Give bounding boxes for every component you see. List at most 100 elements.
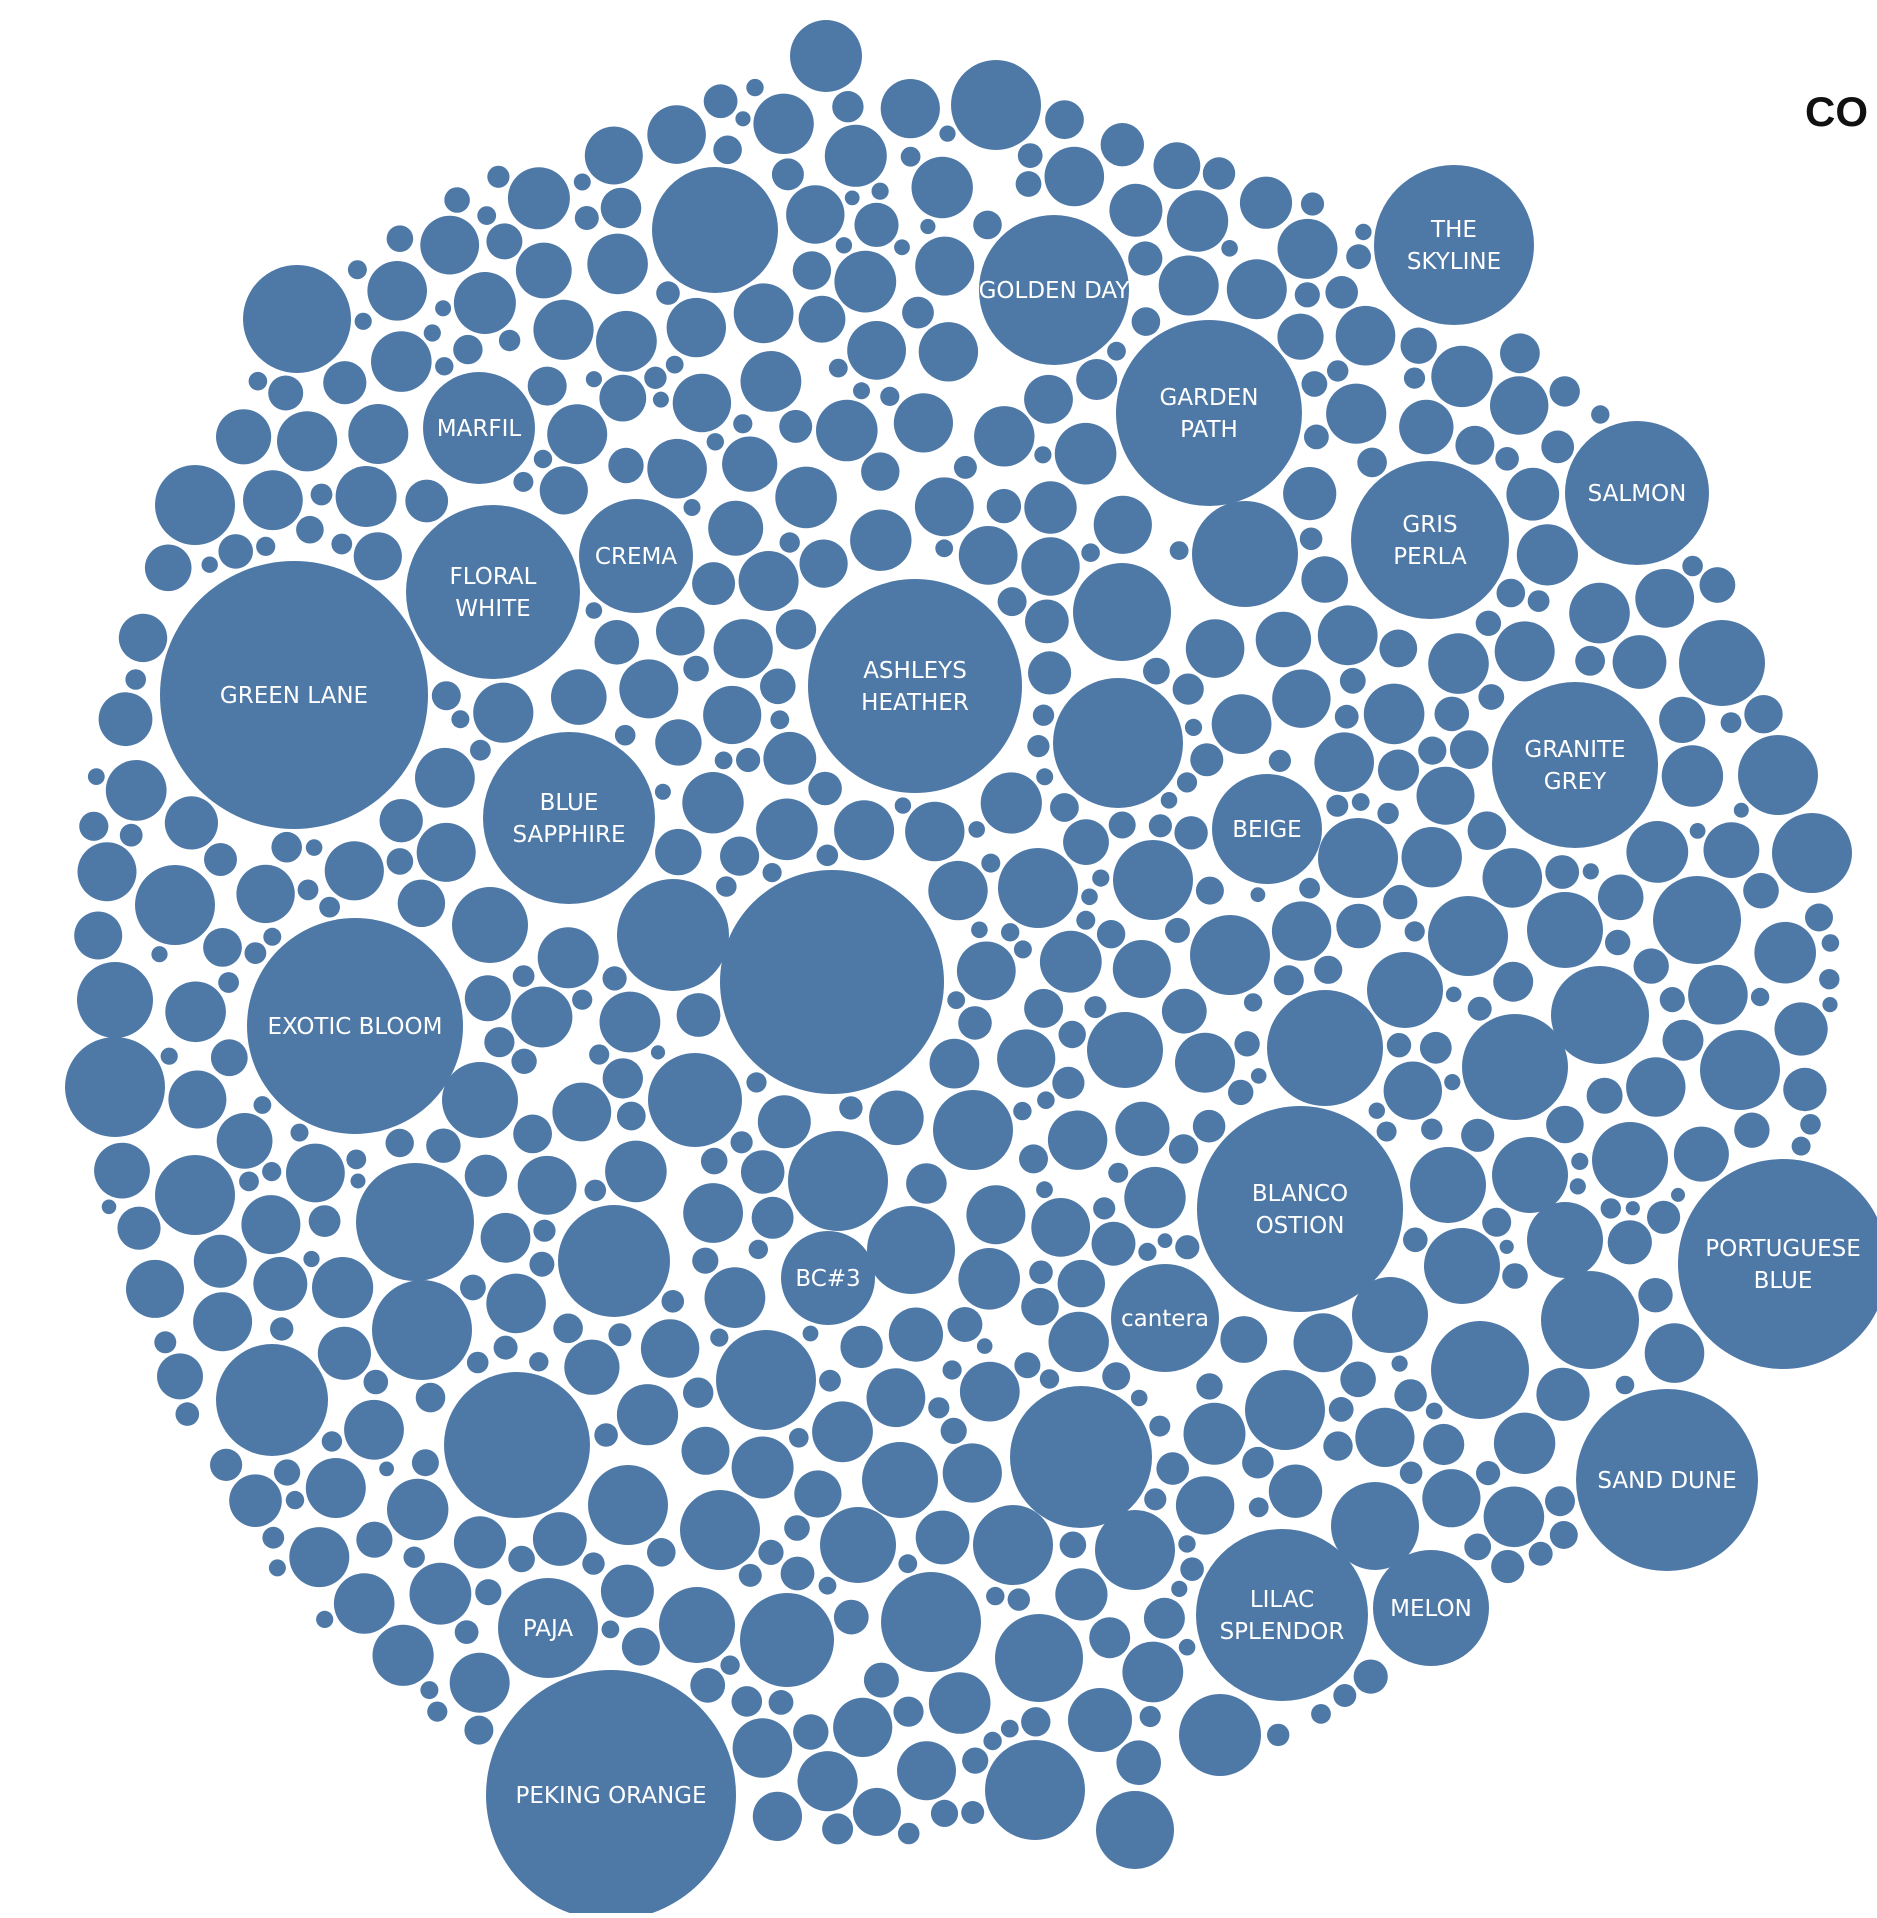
bubble-unlabeled bbox=[1113, 840, 1193, 920]
bubble-unlabeled bbox=[1239, 176, 1293, 229]
bubble-unlabeled bbox=[1058, 1020, 1086, 1049]
bubble-unlabeled bbox=[1183, 1402, 1246, 1465]
bubble-unlabeled bbox=[1156, 1452, 1189, 1485]
bubble-unlabeled bbox=[1527, 892, 1603, 968]
bubble-unlabeled bbox=[1445, 986, 1462, 1003]
bubble-unlabeled bbox=[333, 1573, 395, 1634]
bubble-unlabeled bbox=[656, 606, 705, 656]
bubble-label-exotic-bloom: EXOTIC BLOOM bbox=[268, 1014, 443, 1040]
bubble-unlabeled bbox=[1100, 123, 1145, 167]
bubble-unlabeled bbox=[816, 399, 878, 462]
bubble-unlabeled bbox=[1527, 1202, 1603, 1278]
bubble-unlabeled bbox=[1461, 1118, 1495, 1152]
bubble-beige bbox=[1212, 774, 1322, 884]
bubble-unlabeled bbox=[794, 1470, 842, 1518]
bubble-unlabeled bbox=[780, 1556, 815, 1591]
bubble-unlabeled bbox=[297, 879, 319, 901]
bubble-unlabeled bbox=[915, 236, 975, 296]
bubble-unlabeled bbox=[986, 488, 1022, 524]
bubble-unlabeled bbox=[1175, 1235, 1200, 1260]
bubble-unlabeled bbox=[839, 1096, 863, 1120]
bubble-unlabeled bbox=[1476, 1461, 1501, 1486]
bubble-unlabeled bbox=[486, 223, 523, 260]
bubble-unlabeled bbox=[740, 1150, 785, 1194]
bubble-unlabeled bbox=[616, 1101, 646, 1131]
bubble-unlabeled bbox=[1174, 816, 1208, 850]
bubble-unlabeled bbox=[940, 1417, 967, 1444]
bubble-unlabeled bbox=[1425, 1402, 1443, 1420]
bubble-unlabeled bbox=[1109, 183, 1163, 237]
bubble-unlabeled bbox=[933, 1090, 1013, 1170]
bubble-unlabeled bbox=[824, 124, 887, 187]
bubble-unlabeled bbox=[308, 1205, 341, 1237]
bubble-unlabeled bbox=[344, 1399, 404, 1460]
bubble-unlabeled bbox=[1143, 657, 1170, 685]
bubble-unlabeled bbox=[736, 747, 761, 773]
bubble-unlabeled bbox=[452, 887, 528, 963]
bubble-unlabeled bbox=[833, 1697, 893, 1757]
bubble-unlabeled bbox=[746, 78, 764, 97]
bubble-unlabeled bbox=[961, 1801, 985, 1824]
bubble-unlabeled bbox=[748, 1239, 768, 1260]
bubble-salmon bbox=[1565, 421, 1709, 565]
bubble-unlabeled bbox=[533, 1219, 556, 1242]
bubble-unlabeled bbox=[346, 1149, 367, 1170]
bubble-unlabeled bbox=[1467, 811, 1507, 850]
bubble-unlabeled bbox=[1138, 1242, 1157, 1261]
bubble-unlabeled bbox=[768, 1690, 794, 1715]
bubble-unlabeled bbox=[1267, 1723, 1290, 1747]
bubble-unlabeled bbox=[939, 125, 956, 142]
bubble-unlabeled bbox=[1089, 1617, 1131, 1659]
bubble-unlabeled bbox=[98, 692, 153, 747]
bubble-unlabeled bbox=[608, 447, 644, 484]
bubble-unlabeled bbox=[386, 225, 414, 252]
bubble-unlabeled bbox=[498, 329, 521, 352]
bubble-unlabeled bbox=[203, 928, 242, 967]
bubble-unlabeled bbox=[1783, 1067, 1827, 1112]
bubble-unlabeled bbox=[1659, 987, 1685, 1013]
bubble-unlabeled bbox=[442, 1062, 518, 1138]
bubble-unlabeled bbox=[262, 1526, 285, 1549]
bubble-unlabeled bbox=[453, 334, 483, 365]
bubble-label-lilac-splendor: LILAC bbox=[1250, 1587, 1314, 1613]
bubble-unlabeled bbox=[193, 1234, 247, 1288]
bubble-unlabeled bbox=[1545, 1486, 1575, 1517]
bubble-unlabeled bbox=[1625, 1201, 1640, 1216]
bubble-unlabeled bbox=[321, 1431, 343, 1452]
bubble-unlabeled bbox=[1021, 1287, 1059, 1326]
bubble-unlabeled bbox=[1475, 610, 1502, 636]
bubble-unlabeled bbox=[594, 620, 640, 665]
bubble-unlabeled bbox=[1368, 1102, 1386, 1119]
bubble-unlabeled bbox=[732, 1718, 793, 1778]
bubble-unlabeled bbox=[1176, 772, 1198, 793]
bubble-unlabeled bbox=[1638, 1278, 1673, 1313]
bubble-unlabeled bbox=[1331, 1482, 1419, 1570]
bubble-unlabeled bbox=[880, 386, 900, 406]
bubble-unlabeled bbox=[1355, 1407, 1415, 1467]
bubble-unlabeled bbox=[405, 479, 449, 523]
bubble-unlabeled bbox=[451, 710, 470, 729]
bubble-unlabeled bbox=[713, 135, 742, 165]
bubble-unlabeled bbox=[1268, 749, 1291, 773]
bubble-unlabeled bbox=[464, 1154, 508, 1198]
bubble-unlabeled bbox=[786, 185, 845, 244]
bubble-unlabeled bbox=[1491, 1549, 1525, 1584]
bubble-unlabeled bbox=[1569, 582, 1630, 644]
bubble-unlabeled bbox=[285, 1490, 305, 1510]
bubble-unlabeled bbox=[1357, 447, 1387, 478]
bubble-label-blue-sapphire: SAPPHIRE bbox=[512, 822, 625, 848]
bubble-unlabeled bbox=[619, 659, 679, 719]
bubble-label-ashleys-heather: ASHLEYS bbox=[863, 658, 967, 684]
bubble-unlabeled bbox=[473, 682, 534, 743]
bubble-unlabeled bbox=[367, 261, 428, 321]
bubble-unlabeled bbox=[210, 1448, 243, 1481]
bubble-unlabeled bbox=[1158, 255, 1219, 316]
bubble-unlabeled bbox=[1377, 749, 1420, 791]
bubble-unlabeled bbox=[683, 499, 701, 516]
bubble-unlabeled bbox=[713, 619, 773, 679]
bubble-unlabeled bbox=[1400, 327, 1437, 364]
bubble-unlabeled bbox=[1661, 745, 1724, 807]
bubble-unlabeled bbox=[317, 1326, 371, 1380]
bubble-unlabeled bbox=[710, 1328, 729, 1347]
bubble-melon bbox=[1373, 1550, 1489, 1666]
